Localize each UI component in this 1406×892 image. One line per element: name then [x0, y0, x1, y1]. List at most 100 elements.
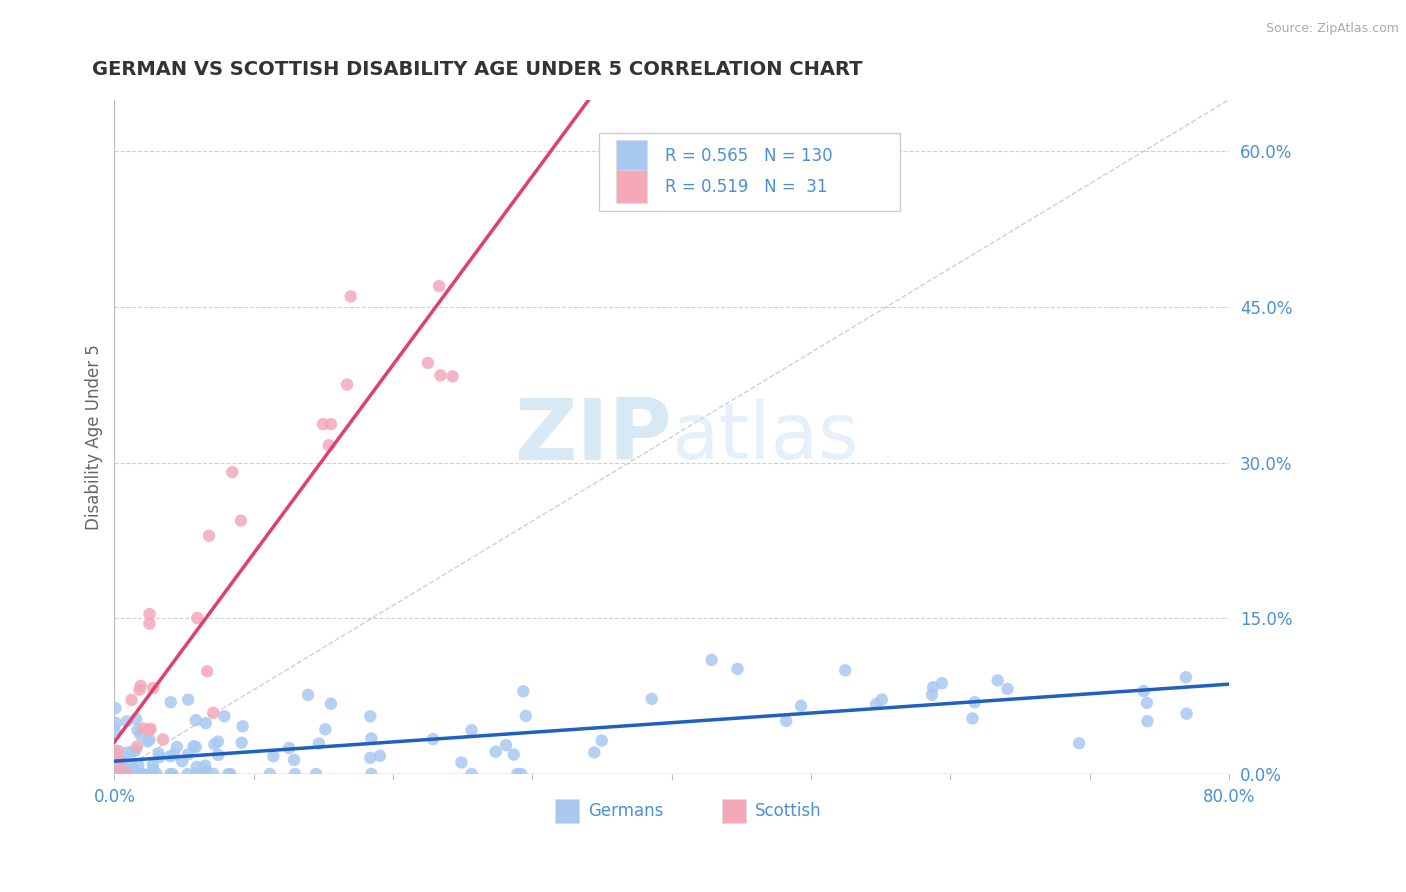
- Point: [1067, 736, 1090, 750]
- Point: [177, 747, 200, 762]
- Point: [162, 767, 184, 781]
- Point: [195, 764, 218, 778]
- Point: [115, 767, 138, 781]
- Point: [1175, 706, 1198, 721]
- Point: [129, 679, 152, 693]
- Point: [184, 739, 207, 754]
- Point: [191, 767, 214, 781]
- Point: [159, 749, 181, 764]
- Point: [429, 368, 451, 383]
- Point: [360, 767, 382, 781]
- Point: [107, 767, 129, 781]
- Point: [108, 767, 131, 781]
- Point: [138, 732, 160, 747]
- Point: [129, 728, 152, 742]
- Text: ZIP: ZIP: [515, 395, 672, 478]
- Point: [105, 767, 128, 781]
- Point: [229, 514, 252, 528]
- Point: [318, 438, 340, 452]
- Point: [506, 767, 529, 781]
- Point: [114, 767, 136, 781]
- Point: [138, 607, 160, 621]
- Point: [214, 709, 236, 723]
- Point: [108, 762, 131, 776]
- Point: [111, 754, 134, 768]
- Point: [121, 745, 143, 759]
- Point: [107, 744, 129, 758]
- Point: [108, 756, 131, 771]
- Point: [122, 767, 145, 781]
- Point: [194, 758, 217, 772]
- Point: [136, 734, 159, 748]
- FancyBboxPatch shape: [599, 133, 900, 211]
- Point: [217, 767, 239, 781]
- Point: [359, 709, 381, 723]
- Point: [502, 747, 524, 762]
- Point: [336, 377, 359, 392]
- Point: [262, 749, 284, 764]
- Point: [115, 767, 138, 781]
- Point: [176, 767, 198, 781]
- Point: [186, 760, 208, 774]
- Point: [121, 693, 143, 707]
- Point: [865, 697, 887, 711]
- Point: [870, 692, 893, 706]
- Point: [278, 741, 301, 756]
- Point: [790, 698, 813, 713]
- Point: [485, 745, 508, 759]
- Point: [128, 682, 150, 697]
- Point: [360, 731, 382, 746]
- Point: [921, 688, 943, 702]
- Point: [118, 767, 141, 781]
- Y-axis label: Disability Age Under 5: Disability Age Under 5: [86, 344, 103, 530]
- Point: [115, 765, 138, 780]
- Point: [312, 417, 335, 431]
- Point: [1174, 670, 1197, 684]
- Point: [194, 716, 217, 731]
- Point: [515, 709, 537, 723]
- Point: [145, 767, 167, 781]
- Point: [441, 369, 464, 384]
- Point: [104, 751, 127, 765]
- Point: [198, 529, 221, 543]
- Point: [152, 732, 174, 747]
- Point: [108, 753, 131, 767]
- Point: [120, 758, 142, 772]
- Point: [177, 692, 200, 706]
- Point: [962, 711, 984, 725]
- Point: [104, 756, 127, 771]
- FancyBboxPatch shape: [616, 140, 647, 172]
- Point: [450, 756, 472, 770]
- Point: [124, 767, 146, 781]
- Point: [138, 616, 160, 631]
- Point: [283, 753, 305, 767]
- Point: [117, 767, 139, 781]
- Point: [1136, 714, 1159, 729]
- Point: [460, 723, 482, 738]
- Point: [339, 289, 361, 303]
- Point: [184, 767, 207, 781]
- FancyBboxPatch shape: [554, 799, 579, 822]
- FancyBboxPatch shape: [616, 170, 647, 202]
- Point: [103, 767, 125, 781]
- Text: Scottish: Scottish: [755, 802, 823, 820]
- Point: [495, 738, 517, 752]
- Point: [195, 665, 218, 679]
- Point: [922, 680, 945, 694]
- Point: [359, 751, 381, 765]
- Point: [190, 767, 212, 781]
- Point: [297, 688, 319, 702]
- Point: [115, 746, 138, 760]
- Point: [142, 757, 165, 772]
- Point: [107, 767, 129, 781]
- Point: [104, 701, 127, 715]
- Point: [108, 767, 131, 781]
- Point: [997, 681, 1019, 696]
- Point: [202, 706, 225, 720]
- Point: [166, 739, 188, 754]
- Text: Germans: Germans: [588, 802, 664, 820]
- Point: [127, 723, 149, 738]
- Point: [987, 673, 1010, 688]
- Point: [125, 739, 148, 754]
- Point: [221, 465, 243, 479]
